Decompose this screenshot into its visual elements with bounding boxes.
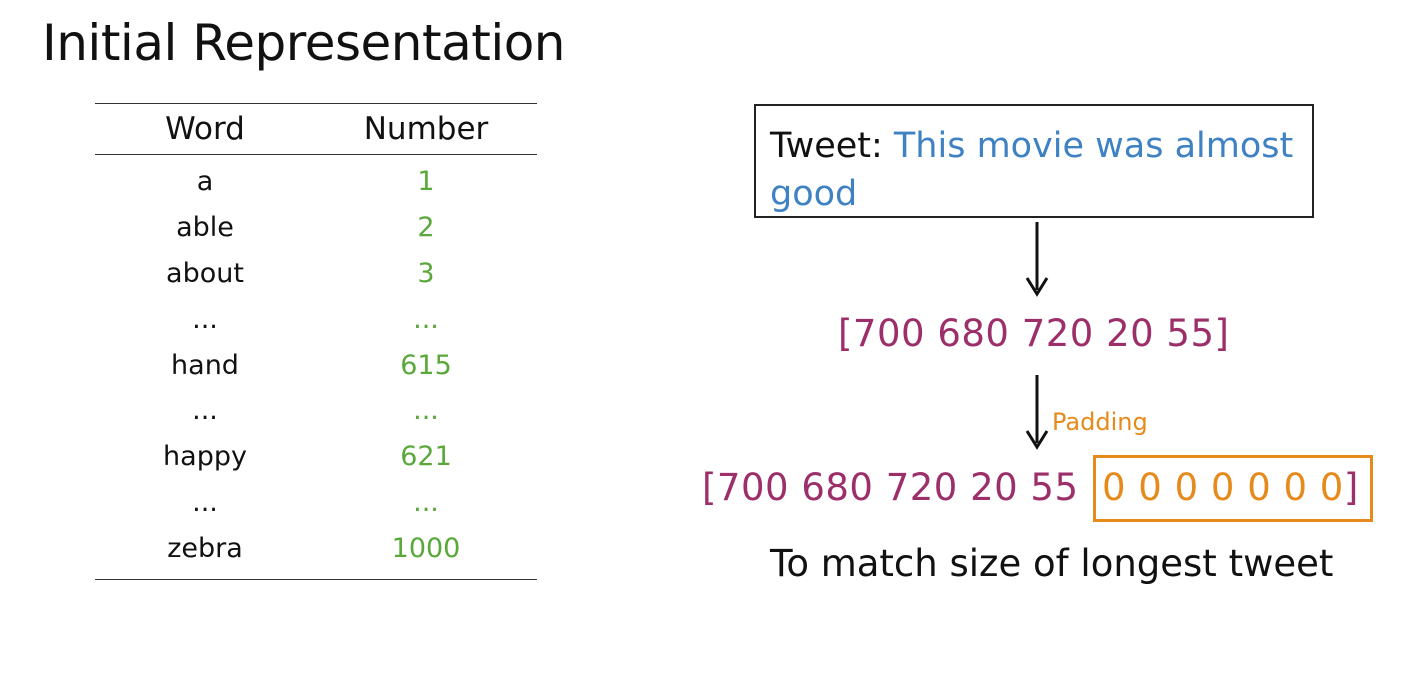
page-title: Initial Representation (42, 14, 565, 72)
number-cell: 3 (417, 257, 435, 289)
word-cell: happy (163, 441, 247, 473)
table-row: ...... (95, 480, 537, 526)
tweet-box: Tweet: This movie was almost good (754, 104, 1314, 218)
word-cell: able (176, 212, 234, 244)
number-cell: 1 (417, 166, 435, 198)
table-row: about 3 (95, 251, 537, 297)
word-cell: zebra (167, 532, 243, 564)
table-header: Word Number (95, 104, 537, 155)
number-cell: ... (413, 486, 439, 518)
table-row: ...... (95, 296, 537, 342)
down-arrow-icon (1025, 375, 1049, 450)
word-cell: ... (192, 486, 218, 518)
table-row: zebra 1000 (95, 525, 537, 571)
number-cell: 1000 (391, 532, 461, 564)
vocabulary-table: Word Number a 1 able 2 about 3...... hand 615..… (95, 103, 537, 581)
number-cell: ... (413, 395, 439, 427)
table-body: a 1 able 2 about 3...... hand 615...... happy 621… (95, 155, 537, 579)
number-cell: 615 (400, 349, 452, 381)
table-row: able 2 (95, 205, 537, 251)
number-cell: 621 (400, 441, 452, 473)
padded-vector-values: [700 680 720 20 55 (702, 466, 1091, 509)
number-cell: ... (413, 303, 439, 335)
padding-label: Padding (1052, 408, 1148, 436)
padding-highlight-box (1093, 455, 1373, 522)
padding-zeros-text: 0 0 0 0 0 0 0 (1102, 466, 1344, 509)
table-row: ...... (95, 388, 537, 434)
word-cell: a (196, 166, 214, 198)
word-cell: ... (192, 303, 218, 335)
header-word: Word (165, 111, 245, 147)
table-row: hand 615 (95, 342, 537, 388)
padded-zeros: 0 0 0 0 0 0 0] (1102, 466, 1359, 509)
token-vector: [700 680 720 20 55] (838, 312, 1230, 355)
word-cell: ... (192, 395, 218, 427)
header-number: Number (363, 111, 489, 147)
tweet-label: Tweet: (770, 126, 894, 166)
table-row: happy 621 (95, 434, 537, 480)
down-arrow-icon (1025, 222, 1049, 297)
number-cell: 2 (417, 212, 435, 244)
word-cell: about (166, 257, 244, 289)
closing-bracket: ] (1343, 466, 1359, 509)
tweet-text: This movie was almost good (770, 126, 1294, 214)
caption: To match size of longest tweet (770, 542, 1334, 585)
word-cell: hand (171, 349, 239, 381)
